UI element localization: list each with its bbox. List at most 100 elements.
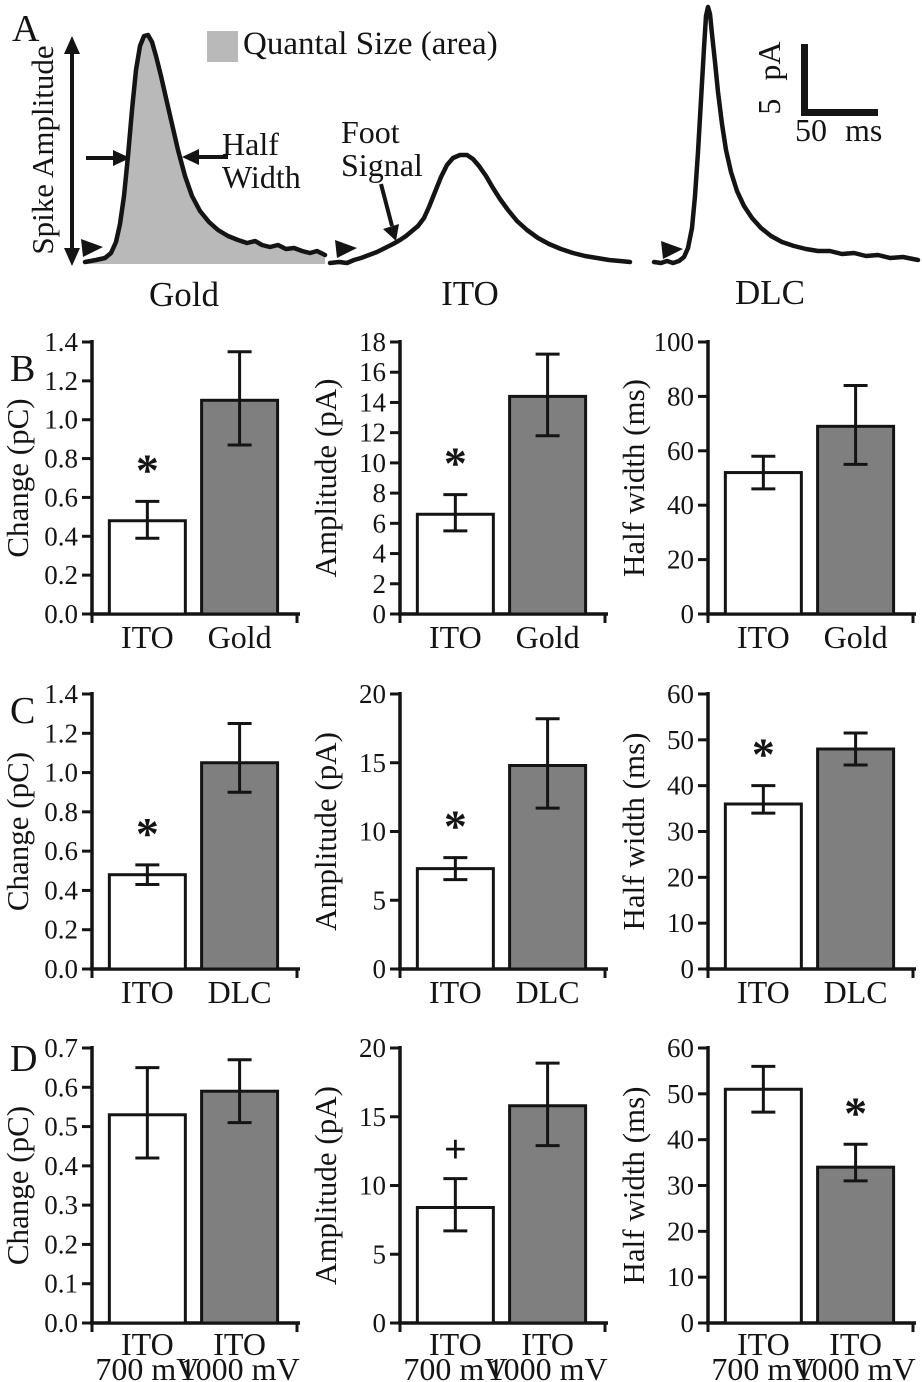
x-category-label: Gold [516, 619, 580, 655]
chart-b-halfwidth: 0 20 40 60 80 100 Half width (ms) ITO Gold [616, 322, 920, 663]
y-tick-label: 0.2 [44, 560, 78, 590]
bar [723, 802, 803, 971]
spike-amplitude-label: Spike Amplitude [25, 45, 60, 255]
chart-c-amplitude: 0 5 10 15 20 Amplitude (pA) * ITO DLC [308, 672, 612, 1021]
y-tick-label: 30 [667, 1171, 694, 1201]
y-tick-label: 15 [359, 1102, 386, 1132]
significance-marker: * [752, 729, 775, 780]
y-tick-label: 0 [681, 954, 695, 984]
y-tick-label: 0.4 [44, 521, 78, 551]
y-tick-label: 0 [681, 599, 695, 629]
y-axis-title: Change (pC) [2, 1106, 35, 1265]
ito-trace [327, 152, 633, 266]
x-category-label: DLC [208, 974, 272, 1010]
y-tick-label: 0.2 [44, 1229, 78, 1259]
bar-chart-svg: 0 10 20 30 40 50 60 Half width (ms) * ITO DLC [616, 679, 916, 1010]
arrow-up-icon [64, 36, 80, 54]
x-category-label: 700 mV [95, 1351, 199, 1382]
y-tick-label: 0.3 [44, 1190, 78, 1220]
half-width-line2: Width [222, 158, 301, 195]
x-category-label: DLC [516, 974, 580, 1010]
significance-marker: + [444, 1127, 467, 1172]
bar [723, 1087, 803, 1325]
y-tick-label: 60 [667, 1033, 694, 1063]
bar [107, 873, 187, 971]
y-tick-label: 1.0 [44, 405, 78, 435]
y-tick-label: 10 [667, 1262, 694, 1292]
y-tick-label: 0 [681, 1308, 695, 1338]
y-tick-label: 0.0 [44, 599, 78, 629]
x-category-label: DLC [824, 974, 888, 1010]
half-width-line1: Half [222, 126, 279, 162]
arrow-down-icon [64, 248, 80, 266]
y-tick-label: 0 [373, 599, 387, 629]
y-tick-label: 0 [373, 954, 387, 984]
y-axis-title: Amplitude (pA) [310, 732, 343, 931]
y-tick-label: 10 [667, 908, 694, 938]
arrow-left-icon [182, 149, 199, 165]
chart-b-charge: 0.0 0.2 0.4 0.6 0.8 1.0 1.2 1.4 Change (pC) * ITO G… [0, 322, 304, 663]
y-tick-label: 18 [359, 327, 386, 357]
x-category-label: ITO [429, 619, 482, 655]
y-tick-label: 0.0 [44, 954, 78, 984]
significance-marker: * [844, 1087, 867, 1138]
panel-b-letter: B [10, 348, 36, 390]
bar-chart-svg: 0 5 10 15 20 Amplitude (pA) * ITO DLC [308, 679, 608, 1010]
x-category-label: Gold [208, 619, 272, 655]
significance-marker: * [136, 808, 159, 859]
y-axis-title: Amplitude (pA) [310, 379, 343, 578]
y-tick-label: 80 [667, 381, 694, 411]
ito-trace-label: ITO [441, 274, 499, 313]
y-tick-label: 12 [359, 418, 386, 448]
x-category-label: ITO [737, 1326, 790, 1362]
y-tick-label: 100 [654, 327, 695, 357]
panel-a-letter: A [12, 8, 40, 50]
x-category-label: ITO [121, 1326, 174, 1362]
x-category-label: ITO [213, 1326, 266, 1362]
y-tick-label: 16 [359, 357, 386, 387]
y-tick-label: 0 [373, 1308, 387, 1338]
y-tick-label: 50 [667, 1079, 694, 1109]
y-axis-title: Half width (ms) [618, 379, 651, 577]
y-axis-title: Change (pC) [2, 752, 35, 911]
scalebar-horizontal-label: 50 ms [795, 112, 883, 148]
y-tick-label: 1.4 [44, 679, 78, 709]
x-category-label: ITO [521, 1326, 574, 1362]
y-tick-label: 20 [667, 545, 694, 575]
y-tick-label: 8 [373, 478, 387, 508]
y-tick-label: 15 [359, 748, 386, 778]
y-tick-label: 30 [667, 817, 694, 847]
quantal-size-legend-swatch [207, 31, 238, 62]
chart-c-halfwidth: 0 10 20 30 40 50 60 Half width (ms) * ITO DLC [616, 672, 920, 1021]
y-tick-label: 0.4 [44, 875, 78, 905]
bar [415, 512, 495, 616]
y-tick-label: 14 [359, 387, 387, 417]
x-category-label: ITO [829, 1326, 882, 1362]
y-tick-label: 40 [667, 490, 694, 520]
y-tick-label: 60 [667, 436, 694, 466]
foot-signal-line1: Foot [341, 114, 400, 150]
y-tick-label: 4 [373, 539, 387, 569]
x-category-label: ITO [121, 619, 174, 655]
y-axis-title: Amplitude (pA) [310, 1086, 343, 1285]
y-tick-label: 0.7 [44, 1033, 78, 1063]
y-tick-label: 6 [373, 508, 387, 538]
significance-marker: * [136, 444, 159, 495]
arrow-down-icon [383, 224, 399, 241]
chart-b-amplitude: 0 2 4 6 8 10 12 14 16 18 Amplitude (pA) * ITO Gold [308, 322, 612, 663]
bar-chart-svg: 0.0 0.2 0.4 0.6 0.8 1.0 1.2 1.4 Change (pC) * ITO G… [0, 327, 300, 655]
y-tick-label: 50 [667, 725, 694, 755]
y-tick-label: 0.0 [44, 1308, 78, 1338]
y-tick-label: 1.2 [44, 366, 78, 396]
chart-c-charge: 0.0 0.2 0.4 0.6 0.8 1.0 1.2 1.4 Change (pC) * ITO D… [0, 672, 304, 1021]
bar [816, 1165, 896, 1325]
y-tick-label: 20 [359, 679, 386, 709]
x-category-label: ITO [429, 1326, 482, 1362]
y-tick-label: 0.6 [44, 836, 78, 866]
panel-d-letter: D [10, 1038, 38, 1080]
